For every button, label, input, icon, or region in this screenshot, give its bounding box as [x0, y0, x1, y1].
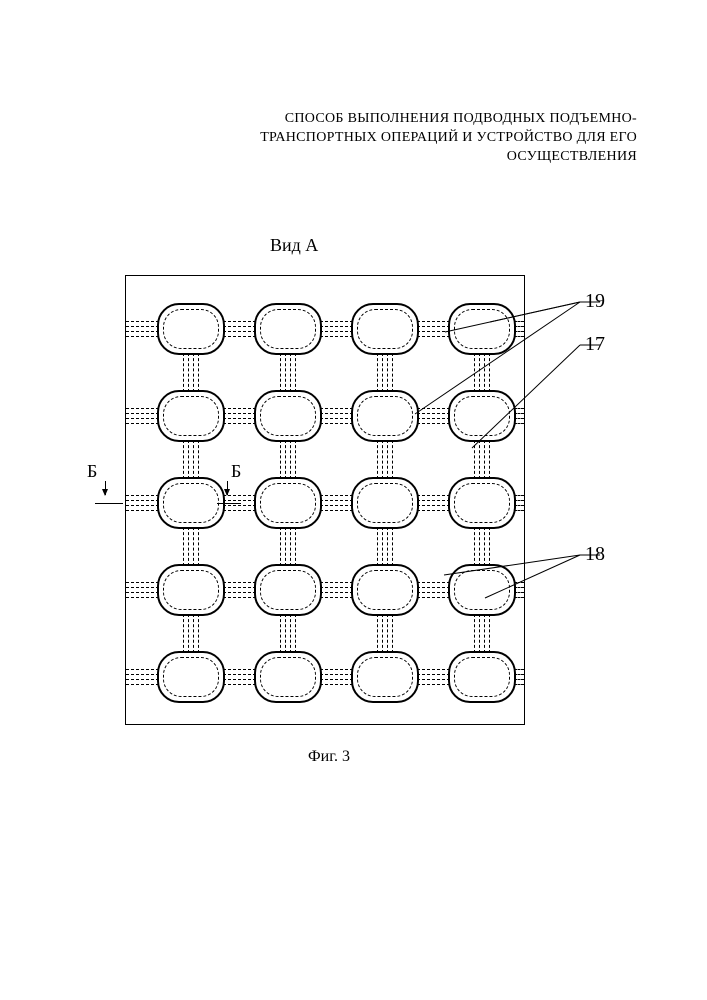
grid-cell-inner — [163, 570, 219, 610]
v-connector — [280, 614, 296, 653]
h-connector — [320, 408, 353, 424]
grid-cell — [351, 564, 419, 616]
h-connector — [223, 321, 256, 337]
h-connector-edge — [126, 495, 159, 511]
grid-cell — [157, 303, 225, 355]
grid-cell-inner — [357, 309, 413, 349]
grid-cell-inner — [357, 483, 413, 523]
v-connector — [280, 527, 296, 566]
grid-cell-inner — [260, 570, 316, 610]
grid-cell — [157, 390, 225, 442]
v-connector — [377, 440, 393, 479]
grid-cell — [254, 390, 322, 442]
grid-cell — [448, 564, 516, 616]
v-connector — [183, 440, 199, 479]
h-connector-edge — [126, 408, 159, 424]
title-line-1: СПОСОБ ВЫПОЛНЕНИЯ ПОДВОДНЫХ ПОДЪЕМНО- — [90, 110, 637, 129]
h-connector — [223, 669, 256, 685]
grid-cell — [254, 564, 322, 616]
section-line-b-inner — [217, 503, 241, 504]
grid-cell — [157, 651, 225, 703]
grid-cell — [351, 303, 419, 355]
h-connector — [417, 495, 450, 511]
callout-label-17: 17 — [585, 333, 605, 356]
grid-cell — [254, 651, 322, 703]
section-arrow-b-left — [105, 481, 106, 495]
section-arrow-b-inner — [227, 481, 228, 495]
view-label: Вид А — [270, 235, 318, 256]
grid-cell — [157, 564, 225, 616]
h-connector — [223, 408, 256, 424]
grid-cell-inner — [357, 396, 413, 436]
v-connector — [377, 614, 393, 653]
grid-cell — [448, 477, 516, 529]
h-connector — [320, 669, 353, 685]
h-connector — [223, 582, 256, 598]
grid-cell-inner — [260, 483, 316, 523]
grid-cell-inner — [454, 570, 510, 610]
grid-cell-inner — [260, 657, 316, 697]
document-title: СПОСОБ ВЫПОЛНЕНИЯ ПОДВОДНЫХ ПОДЪЕМНО- ТР… — [90, 110, 637, 167]
figure-caption: Фиг. 3 — [308, 748, 350, 766]
h-connector-edge — [126, 582, 159, 598]
title-line-2: ТРАНСПОРТНЫХ ОПЕРАЦИЙ И УСТРОЙСТВО ДЛЯ Е… — [90, 129, 637, 148]
h-connector — [320, 495, 353, 511]
v-connector — [474, 440, 490, 479]
section-mark-b-left: Б — [87, 461, 97, 482]
callout-label-18: 18 — [585, 543, 605, 566]
grid-cell-inner — [260, 396, 316, 436]
grid-cell-inner — [260, 309, 316, 349]
grid-cell — [448, 303, 516, 355]
h-connector — [417, 321, 450, 337]
grid-cell-inner — [357, 570, 413, 610]
h-connector — [320, 321, 353, 337]
v-connector — [474, 527, 490, 566]
grid-cell-inner — [163, 396, 219, 436]
h-connector — [417, 408, 450, 424]
grid-cell — [157, 477, 225, 529]
grid-cell — [448, 390, 516, 442]
section-line-b-left — [95, 503, 123, 504]
v-connector — [474, 353, 490, 392]
grid-cell-inner — [357, 657, 413, 697]
grid-cell — [351, 651, 419, 703]
v-connector — [183, 353, 199, 392]
grid-cell — [351, 477, 419, 529]
v-connector — [377, 527, 393, 566]
v-connector — [280, 353, 296, 392]
v-connector — [183, 527, 199, 566]
callout-label-19: 19 — [585, 290, 605, 313]
grid-cell — [351, 390, 419, 442]
grid-cell-inner — [163, 309, 219, 349]
v-connector — [183, 614, 199, 653]
grid-cell-inner — [454, 396, 510, 436]
v-connector — [474, 614, 490, 653]
grid-cell-inner — [163, 657, 219, 697]
h-connector-edge — [126, 669, 159, 685]
section-mark-b-inner: Б — [231, 461, 241, 482]
h-connector-edge — [126, 321, 159, 337]
v-connector — [280, 440, 296, 479]
grid-cell-inner — [163, 483, 219, 523]
grid-cell-inner — [454, 309, 510, 349]
v-connector — [377, 353, 393, 392]
h-connector — [320, 582, 353, 598]
grid-cell-inner — [454, 657, 510, 697]
grid-cell-inner — [454, 483, 510, 523]
grid-cell — [254, 303, 322, 355]
h-connector — [417, 669, 450, 685]
diagram-figure-3: Б Б — [125, 275, 525, 725]
title-line-3: ОСУЩЕСТВЛЕНИЯ — [90, 148, 637, 167]
grid-cell — [448, 651, 516, 703]
grid-cell — [254, 477, 322, 529]
h-connector — [417, 582, 450, 598]
